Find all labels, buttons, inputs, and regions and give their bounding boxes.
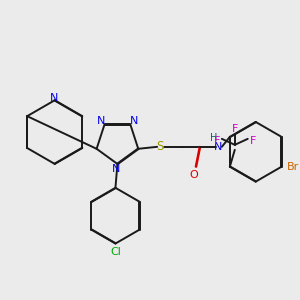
Text: H: H [210,133,218,143]
Text: N: N [96,116,105,126]
Text: F: F [214,136,220,146]
Text: N: N [50,93,58,103]
Text: N: N [130,116,139,126]
Text: S: S [157,140,164,153]
Text: N: N [214,142,222,152]
Text: Br: Br [287,162,300,172]
Text: Cl: Cl [110,247,121,256]
Text: F: F [250,136,256,146]
Text: O: O [190,170,198,180]
Text: F: F [232,124,238,134]
Text: N: N [112,164,121,174]
